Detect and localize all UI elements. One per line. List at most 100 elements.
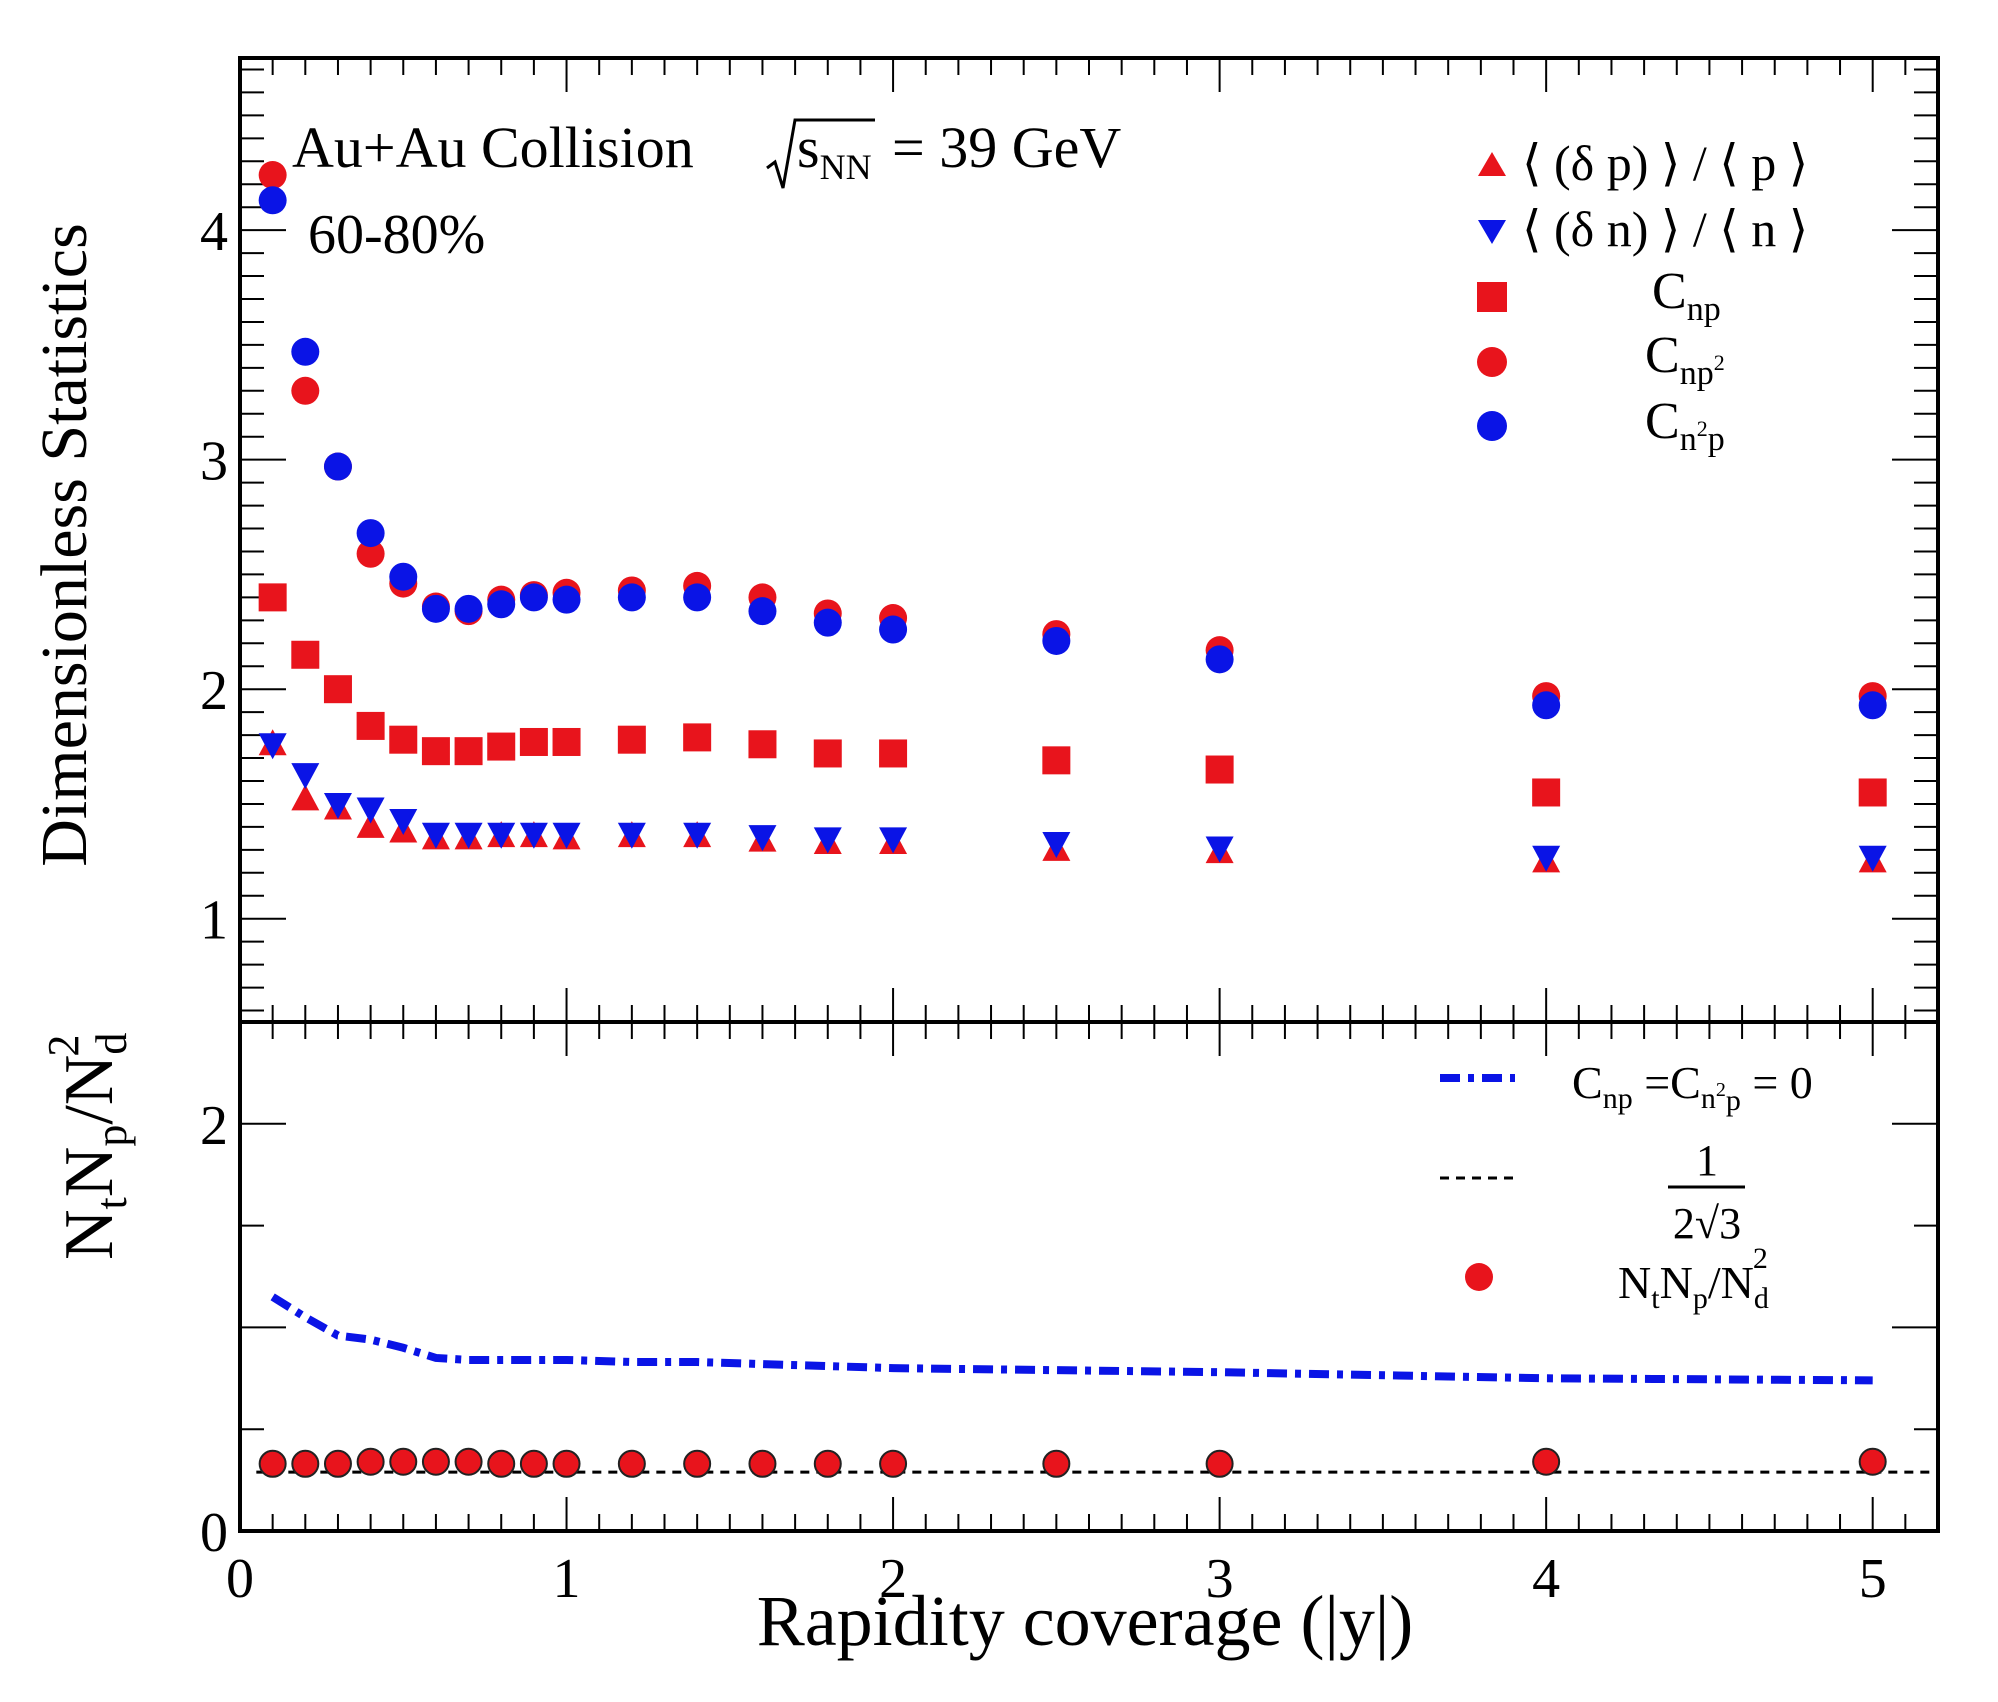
data-point-square [356, 711, 385, 740]
data-point-square [1532, 778, 1561, 807]
x-tick-label: 3 [1206, 1548, 1234, 1610]
data-point-triangle-down [748, 825, 777, 852]
data-point-square [421, 737, 450, 766]
data-point-circle [879, 615, 908, 644]
x-tick-label: 1 [553, 1548, 581, 1610]
data-point-circle [389, 562, 418, 591]
x-axis-title: Rapidity coverage (|y|) [757, 1581, 1414, 1661]
data-point-ratio [519, 1449, 548, 1478]
data-point-ratio [1042, 1449, 1071, 1478]
data-points [258, 161, 1887, 1478]
data-point-circle [813, 608, 842, 637]
data-point-ratio [748, 1449, 777, 1478]
data-point-ratio [879, 1449, 908, 1478]
annotation: Au+Au Collision sNN = 39 GeV 60-80% [292, 115, 1121, 266]
data-point-circle [1532, 691, 1561, 720]
legend-label-cn2p: Cn2p [1645, 393, 1725, 458]
data-point-triangle-down [323, 792, 352, 819]
y-tick-label-top: 2 [200, 660, 228, 722]
data-point-ratio [323, 1449, 352, 1478]
data-point-circle [1042, 626, 1071, 655]
series-line-dashdot [270, 1293, 1873, 1385]
y-tick-label-bottom: 2 [200, 1095, 228, 1157]
data-point-square [389, 725, 418, 754]
x-tick-label: 5 [1859, 1548, 1887, 1610]
legend-label-dn: ⟨ (δ n) ⟩ / ⟨ n ⟩ [1522, 201, 1808, 257]
y-tick-label-top: 4 [200, 201, 228, 263]
data-point-triangle-down [454, 822, 483, 849]
data-point-triangle-down [519, 822, 548, 849]
data-point-triangle-down [1532, 845, 1561, 872]
data-point-ratio [813, 1449, 842, 1478]
data-point-square [552, 727, 581, 756]
data-point-ratio [291, 1449, 320, 1478]
data-point-triangle-down [1042, 831, 1071, 858]
data-point-circle [421, 594, 450, 623]
tick-labels: 0 1 2 3 4 5 1 2 3 4 0 2 [200, 201, 1887, 1610]
data-point-circle [519, 583, 548, 612]
data-point-triangle-down [552, 822, 581, 849]
data-point-square [323, 675, 352, 704]
data-point-ratio [552, 1449, 581, 1478]
legend-label-cnp: Cnp [1652, 263, 1721, 328]
y-axis-title-bottom: NtNp/Nd2 [39, 1033, 136, 1260]
legend-frac-den: 2√3 [1673, 1199, 1741, 1248]
data-point-ratio [1858, 1447, 1887, 1476]
data-point-square [748, 730, 777, 759]
data-point-circle [683, 583, 712, 612]
axis-ticks [239, 58, 1939, 1532]
data-point-ratio [356, 1447, 385, 1476]
legend-marker-square [1477, 282, 1507, 312]
data-point-triangle-down [879, 827, 908, 854]
data-point-circle [552, 585, 581, 614]
data-point-circle [291, 337, 320, 366]
y-tick-label-top: 1 [200, 890, 228, 952]
x-tick-label: 0 [226, 1548, 254, 1610]
data-point-square [1042, 746, 1071, 775]
data-point-circle [454, 594, 483, 623]
annotation-energy: sNN [797, 115, 872, 187]
data-point-circle [323, 452, 352, 481]
legend-marker-circle-blue [1477, 411, 1507, 441]
data-point-ratio [487, 1449, 516, 1478]
annotation-centrality: 60-80% [308, 204, 485, 266]
data-point-triangle-up [291, 784, 320, 811]
data-point-ratio [1532, 1447, 1561, 1476]
data-point-square [258, 583, 287, 612]
data-point-triangle-down [617, 822, 646, 849]
y-tick-label-top: 3 [200, 431, 228, 493]
data-point-triangle-up [356, 811, 385, 838]
data-point-circle [291, 376, 320, 405]
sqrt-icon [766, 118, 875, 189]
legend-marker-circle-red [1477, 347, 1507, 377]
legend-label-cnp2: Cnp2 [1645, 327, 1725, 392]
data-point-triangle-down [421, 822, 450, 849]
data-point-ratio [1205, 1449, 1234, 1478]
data-point-triangle-down [1205, 836, 1234, 863]
y-axis-title-top: Dimensionless Statistics [28, 223, 101, 867]
data-point-square [1858, 778, 1887, 807]
data-point-triangle-down [258, 733, 287, 760]
data-point-triangle-down [291, 763, 320, 790]
data-point-ratio [258, 1449, 287, 1478]
data-point-ratio [454, 1447, 483, 1476]
data-point-circle [1858, 691, 1887, 720]
data-point-square [487, 732, 516, 761]
legend-marker-triangle-up [1478, 152, 1506, 176]
data-point-circle [748, 597, 777, 626]
y-tick-label-bottom: 0 [200, 1502, 228, 1564]
data-point-circle [487, 590, 516, 619]
legend-marker-ratio [1465, 1263, 1493, 1291]
data-point-square [617, 725, 646, 754]
data-point-square [879, 739, 908, 768]
legend-top: ⟨ (δ p) ⟩ / ⟨ p ⟩ ⟨ (δ n) ⟩ / ⟨ n ⟩ Cnp … [1477, 135, 1808, 458]
data-point-ratio [617, 1449, 646, 1478]
x-tick-label: 2 [879, 1548, 907, 1610]
data-point-ratio [421, 1447, 450, 1476]
data-point-circle [1205, 645, 1234, 674]
data-point-square [813, 739, 842, 768]
data-point-square [519, 727, 548, 756]
data-point-triangle-down [683, 822, 712, 849]
data-point-square [683, 723, 712, 752]
